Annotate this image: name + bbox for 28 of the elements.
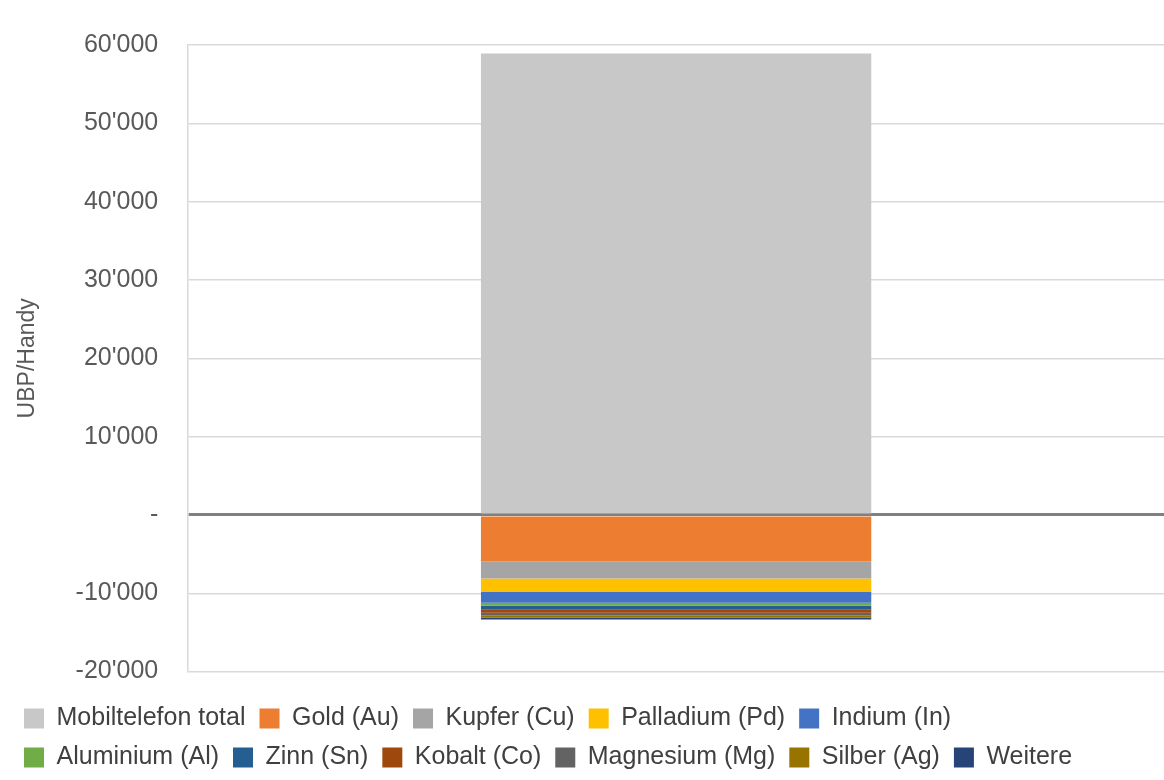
bar bbox=[480, 602, 872, 606]
legend-label: Weitere bbox=[986, 741, 1073, 770]
legend-label: Zinn (Sn) bbox=[265, 741, 369, 770]
y-tick-label: -20'000 bbox=[75, 655, 159, 684]
y-tick-label: 40'000 bbox=[83, 185, 159, 214]
y-tick-label: -10'000 bbox=[75, 577, 159, 606]
bar bbox=[480, 592, 872, 603]
y-tick-label: - bbox=[149, 498, 159, 527]
y-axis-title: UBP/Handy bbox=[13, 297, 40, 419]
legend-label: Palladium (Pd) bbox=[621, 702, 786, 731]
legend-label: Kupfer (Cu) bbox=[445, 702, 575, 731]
legend-label: Silber (Ag) bbox=[821, 741, 940, 770]
legend-label: Gold (Au) bbox=[292, 702, 399, 731]
bar bbox=[480, 53, 872, 514]
y-tick-label: 20'000 bbox=[83, 342, 159, 371]
legend-label: Mobiltelefon total bbox=[56, 702, 246, 731]
y-tick-label: 30'000 bbox=[83, 263, 159, 292]
legend-label: Indium (In) bbox=[831, 702, 952, 731]
bar bbox=[480, 605, 872, 610]
legend-label: Aluminium (Al) bbox=[56, 741, 220, 770]
y-tick-label: 10'000 bbox=[83, 420, 159, 449]
legend-label: Magnesium (Mg) bbox=[587, 741, 776, 770]
y-tick-label: 50'000 bbox=[83, 107, 159, 136]
legend-label: Kobalt (Co) bbox=[414, 741, 542, 770]
bar bbox=[480, 516, 872, 562]
bar bbox=[480, 578, 872, 593]
y-tick-label: 60'000 bbox=[83, 28, 159, 57]
bar bbox=[480, 561, 872, 579]
